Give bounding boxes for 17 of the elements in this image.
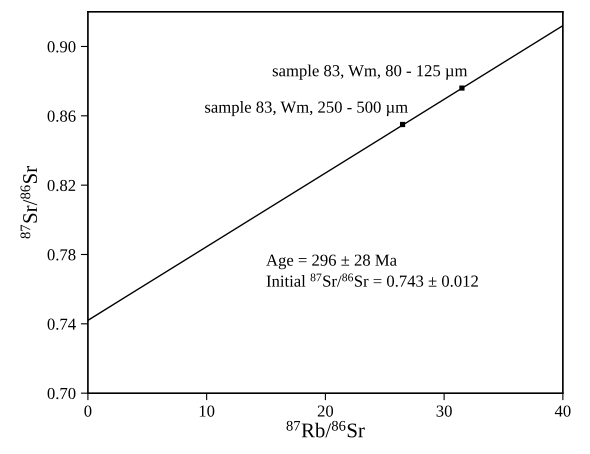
y-tick-label: 0.82 [48, 180, 76, 192]
annotation: Initial $^{87}$Sr/$^{86}$Sr = 0.743 ± 0.012 [266, 273, 478, 287]
y-axis-title: $^{87}$Sr/$^{86}$Sr [20, 166, 38, 238]
annotation: sample 83, Wm, 250 - 500 µm [205, 101, 408, 116]
x-tick-label: 40 [554, 405, 571, 417]
annotation: sample 83, Wm, 80 - 125 µm [272, 64, 468, 80]
annotation: Age = 296 ± 28 Ma [266, 254, 397, 270]
x-axis-title: $^{87}$Rb/$^{86}$Sr [286, 420, 365, 438]
y-tick-label: 0.90 [48, 41, 76, 52]
y-tick-label: 0.78 [48, 249, 76, 261]
y-tick-label: 0.86 [48, 110, 76, 122]
x-tick-label: 10 [200, 405, 214, 417]
x-tick-label: 20 [318, 405, 334, 417]
x-tick-label: 30 [436, 405, 452, 417]
y-tick-label: 0.74 [48, 318, 76, 330]
x-tick-label: 0 [84, 405, 92, 417]
y-tick-label: 0.70 [48, 388, 76, 400]
